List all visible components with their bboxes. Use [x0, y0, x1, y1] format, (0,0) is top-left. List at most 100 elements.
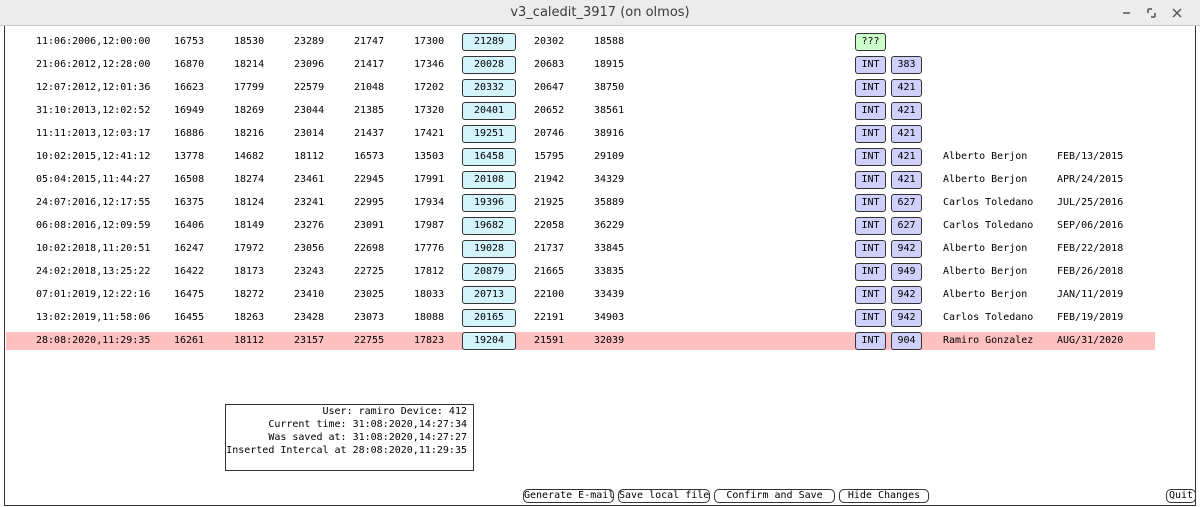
value: 36229 [594, 220, 625, 231]
timestamp: 10:02:2018,11:20:51 [36, 243, 151, 254]
tag-button[interactable]: INT [855, 286, 886, 304]
value-field[interactable]: 19028 [462, 240, 516, 258]
tag-button[interactable]: INT [855, 102, 886, 120]
maximize-icon[interactable] [1147, 8, 1156, 18]
window-title: v3_caledit_3917 (on olmos) [510, 5, 690, 20]
timestamp: 05:04:2015,11:44:27 [36, 174, 151, 185]
value: 18272 [234, 289, 265, 300]
value: 23243 [294, 266, 325, 277]
value: 17421 [414, 128, 445, 139]
tag-button[interactable]: INT [855, 332, 886, 350]
button[interactable]: Hide Changes [839, 489, 929, 503]
value: 23096 [294, 59, 325, 70]
value-field[interactable]: 20108 [462, 171, 516, 189]
tag-button[interactable]: INT [855, 194, 886, 212]
value: 17934 [414, 197, 445, 208]
user-name: Alberto Berjon [943, 151, 1028, 162]
tag-button[interactable]: INT [855, 148, 886, 166]
value: 17346 [414, 59, 445, 70]
code-button[interactable]: 421 [891, 79, 922, 97]
value: 33845 [594, 243, 625, 254]
code-button[interactable]: 383 [891, 56, 922, 74]
value: 18214 [234, 59, 265, 70]
code-button[interactable]: 904 [891, 332, 922, 350]
value: 16886 [174, 128, 205, 139]
value-field[interactable]: 19204 [462, 332, 516, 350]
tag-button[interactable]: INT [855, 79, 886, 97]
code-button[interactable]: 421 [891, 102, 922, 120]
value: 38561 [594, 105, 625, 116]
value-field[interactable]: 20165 [462, 309, 516, 327]
close-icon[interactable] [1172, 8, 1182, 18]
code-button[interactable]: 421 [891, 148, 922, 166]
tag-button[interactable]: INT [855, 309, 886, 327]
change-date: JAN/11/2019 [1057, 289, 1124, 300]
button[interactable]: Confirm and Save [714, 489, 835, 503]
value-field[interactable]: 20713 [462, 286, 516, 304]
value: 21385 [354, 105, 385, 116]
value: 17300 [414, 36, 445, 47]
button[interactable]: Save local file [618, 489, 710, 503]
timestamp: 31:10:2013,12:02:52 [36, 105, 151, 116]
button[interactable]: Generate E-mail [523, 489, 615, 503]
value: 23157 [294, 335, 325, 346]
tag-button[interactable]: INT [855, 263, 886, 281]
tag-button[interactable]: INT [855, 171, 886, 189]
value: 21048 [354, 82, 385, 93]
code-button[interactable]: 627 [891, 194, 922, 212]
tag-button[interactable]: INT [855, 217, 886, 235]
value-field[interactable]: 20879 [462, 263, 516, 281]
code-button[interactable]: 421 [891, 125, 922, 143]
user-name: Carlos Toledano [943, 220, 1034, 231]
value: 17987 [414, 220, 445, 231]
value-field[interactable]: 20401 [462, 102, 516, 120]
code-button[interactable]: 421 [891, 171, 922, 189]
tag-button[interactable]: INT [855, 56, 886, 74]
quit-button[interactable]: Quit [1166, 489, 1196, 503]
value: 38916 [594, 128, 625, 139]
code-button[interactable]: 627 [891, 217, 922, 235]
value-field[interactable]: 16458 [462, 148, 516, 166]
value: 22725 [354, 266, 385, 277]
value: 18173 [234, 266, 265, 277]
timestamp: 28:08:2020,11:29:35 [36, 335, 151, 346]
value: 15795 [534, 151, 565, 162]
code-button[interactable]: 942 [891, 286, 922, 304]
value: 16261 [174, 335, 205, 346]
tag-button[interactable]: INT [855, 240, 886, 258]
value: 13778 [174, 151, 205, 162]
value-field[interactable]: 21289 [462, 33, 516, 51]
timestamp: 21:06:2012,12:28:00 [36, 59, 151, 70]
code-button[interactable]: 942 [891, 240, 922, 258]
change-date: JUL/25/2016 [1057, 197, 1124, 208]
value-field[interactable]: 19682 [462, 217, 516, 235]
user-name: Ramiro Gonzalez [943, 335, 1034, 346]
value: 23044 [294, 105, 325, 116]
tag-button[interactable]: ??? [855, 33, 886, 51]
user-name: Carlos Toledano [943, 197, 1034, 208]
value: 18088 [414, 312, 445, 323]
value-field[interactable]: 19396 [462, 194, 516, 212]
value: 17776 [414, 243, 445, 254]
timestamp: 11:06:2006,12:00:00 [36, 36, 151, 47]
value: 21747 [354, 36, 385, 47]
timestamp: 11:11:2013,12:03:17 [36, 128, 151, 139]
value: 21437 [354, 128, 385, 139]
code-button[interactable]: 949 [891, 263, 922, 281]
value: 16455 [174, 312, 205, 323]
timestamp: 24:02:2018,13:25:22 [36, 266, 151, 277]
tag-button[interactable]: INT [855, 125, 886, 143]
value-field[interactable]: 20332 [462, 79, 516, 97]
info-panel: User: ramiro Device: 412 Current time: 31… [225, 404, 474, 471]
value-field[interactable]: 20028 [462, 56, 516, 74]
value: 18033 [414, 289, 445, 300]
value: 18274 [234, 174, 265, 185]
code-button[interactable]: 942 [891, 309, 922, 327]
value-field[interactable]: 19251 [462, 125, 516, 143]
value: 23014 [294, 128, 325, 139]
value: 13503 [414, 151, 445, 162]
value: 23091 [354, 220, 385, 231]
timestamp: 10:02:2015,12:41:12 [36, 151, 151, 162]
value: 21417 [354, 59, 385, 70]
